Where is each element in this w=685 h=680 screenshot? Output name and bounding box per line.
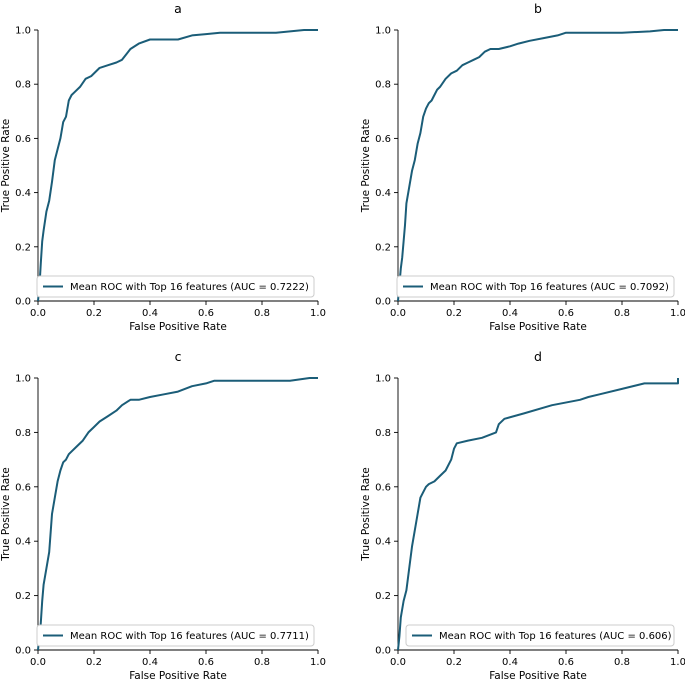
x-tick-label: 0.2	[446, 308, 462, 319]
y-tick-label: 0.0	[15, 297, 31, 308]
y-tick-label: 0.8	[375, 428, 391, 439]
y-tick-label: 0.8	[15, 428, 31, 439]
x-tick-label: 0.0	[30, 657, 46, 668]
roc-curve-line	[397, 29, 678, 302]
y-axis-label: True Positive Rate	[0, 467, 12, 562]
x-tick-label: 0.0	[390, 308, 406, 319]
panel-title: b	[534, 1, 542, 16]
legend-box	[36, 275, 315, 298]
y-tick-label: 0.6	[15, 134, 31, 145]
y-tick-label: 0.0	[375, 297, 391, 308]
y-axis-label: True Positive Rate	[0, 119, 12, 214]
y-tick-label: 0.2	[375, 242, 391, 253]
x-tick-label: 0.8	[254, 308, 270, 319]
y-axis-label: True Positive Rate	[360, 467, 372, 562]
panel-c: c 0.0 0.2 0.4 0.6 0.8 1.0 0.0 0.2 0.4 0.6 0.8 1.0 Fal…	[0, 349, 326, 680]
x-tick-label: 0.2	[86, 308, 102, 319]
y-tick-label: 1.0	[15, 26, 31, 37]
y-tick-label: 0.8	[375, 80, 391, 91]
y-tick-label: 1.0	[15, 374, 31, 385]
y-tick-label: 0.4	[15, 188, 31, 199]
legend-label: Mean ROC with Top 16 features (AUC = 0.6…	[439, 631, 672, 642]
y-tick-label: 0.4	[375, 537, 391, 548]
panel-title: c	[175, 349, 182, 364]
x-tick-label: 0.6	[558, 657, 574, 668]
panel-title: a	[174, 1, 182, 16]
y-tick-label: 1.0	[375, 374, 391, 385]
x-tick-label: 0.4	[142, 657, 158, 668]
x-tick-label: 1.0	[670, 657, 685, 668]
y-tick-label: 0.6	[15, 482, 31, 493]
y-tick-label: 0.2	[15, 242, 31, 253]
y-tick-label: 0.6	[375, 482, 391, 493]
y-tick-label: 0.2	[375, 591, 391, 602]
x-tick-label: 0.6	[198, 657, 214, 668]
y-tick-label: 0.2	[15, 591, 31, 602]
x-tick-label: 0.0	[30, 308, 46, 319]
x-tick-label: 0.4	[142, 308, 158, 319]
x-axis-label: False Positive Rate	[489, 670, 587, 680]
x-tick-label: 0.6	[198, 308, 214, 319]
legend-label: Mean ROC with Top 16 features (AUC = 0.7…	[70, 631, 309, 642]
x-tick-label: 0.8	[254, 657, 270, 668]
x-tick-label: 0.2	[446, 657, 462, 668]
x-tick-label: 0.8	[614, 308, 630, 319]
x-tick-label: 0.0	[390, 657, 406, 668]
y-tick-label: 0.6	[375, 134, 391, 145]
x-axis-label: False Positive Rate	[129, 670, 227, 680]
roc-curve-line	[37, 29, 318, 302]
legend-box	[36, 624, 315, 647]
panel-d: d 0.0 0.2 0.4 0.6 0.8 1.0 0.0 0.2 0.4 0.6 0.8 1.0 Fal…	[360, 349, 685, 680]
panel-b: b 0.0 0.2 0.4 0.6 0.8 1.0 0.0 0.2 0.4 0.6 0.8 1.0 Fal…	[360, 1, 685, 333]
panel-title: d	[534, 349, 542, 364]
y-tick-label: 0.0	[375, 646, 391, 657]
legend-box	[405, 624, 675, 647]
x-tick-label: 0.8	[614, 657, 630, 668]
panel-a: a 0.0 0.2 0.4 0.6 0.8 1.0 0.0 0.2 0.4 0.6 0.8 1.0 Fal…	[0, 1, 326, 333]
y-axis-label: True Positive Rate	[360, 119, 372, 214]
roc-curve-line	[37, 377, 318, 651]
legend-label: Mean ROC with Top 16 features (AUC = 0.7…	[430, 282, 669, 293]
x-tick-label: 0.6	[558, 308, 574, 319]
y-tick-label: 0.0	[15, 646, 31, 657]
x-tick-label: 0.2	[86, 657, 102, 668]
x-axis-label: False Positive Rate	[489, 321, 587, 333]
roc-curve-line	[397, 378, 679, 651]
y-tick-label: 0.4	[15, 537, 31, 548]
x-tick-label: 1.0	[310, 308, 326, 319]
x-tick-label: 1.0	[310, 657, 326, 668]
y-tick-label: 0.4	[375, 188, 391, 199]
y-tick-label: 1.0	[375, 26, 391, 37]
x-tick-label: 0.4	[502, 308, 518, 319]
legend-box	[396, 275, 675, 298]
x-tick-label: 0.4	[502, 657, 518, 668]
legend-label: Mean ROC with Top 16 features (AUC = 0.7…	[70, 282, 309, 293]
x-tick-label: 1.0	[670, 308, 685, 319]
y-tick-label: 0.8	[15, 80, 31, 91]
x-axis-label: False Positive Rate	[129, 321, 227, 333]
